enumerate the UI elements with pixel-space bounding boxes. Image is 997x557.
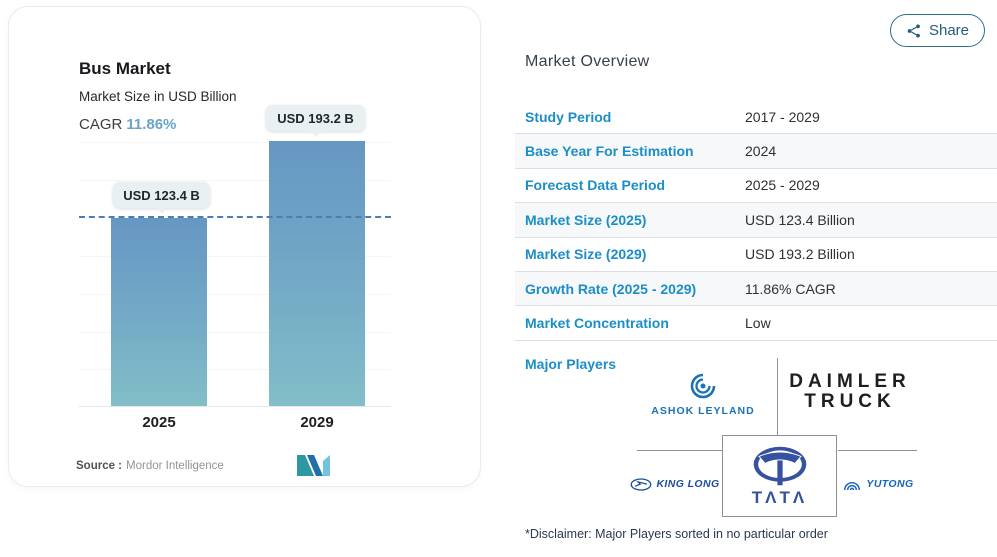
source-label: Source :	[76, 460, 123, 472]
market-overview-table: Study Period 2017 - 2029 Base Year For E…	[515, 100, 997, 341]
row-label: Market Concentration	[525, 315, 669, 332]
row-value: 2017 - 2029	[745, 108, 820, 125]
disclaimer-text: *Disclaimer: Major Players sorted in no …	[525, 527, 828, 541]
row-label: Base Year For Estimation	[525, 143, 694, 160]
daimler-wordmark-line2: TRUCK	[804, 390, 896, 412]
bar-2025[interactable]	[111, 218, 207, 406]
king-long-wordmark: KING LONG	[656, 478, 720, 490]
cagr-line: CAGR 11.86%	[79, 116, 176, 133]
chart-title: Bus Market	[79, 59, 171, 78]
bar-value-callout-2025: USD 123.4 B	[113, 182, 210, 214]
tata-oval-icon	[753, 446, 806, 485]
connector-line-vertical	[777, 358, 778, 435]
bus-market-chart-card: Bus Market Market Size in USD Billion CA…	[8, 6, 481, 487]
row-value: 2025 - 2029	[745, 177, 820, 194]
tata-wordmark: TΛTΛ	[751, 487, 808, 507]
yutong-arcs-icon	[844, 481, 861, 490]
row-label: Market Size (2025)	[525, 211, 647, 228]
ashok-leyland-wordmark: ASHOK LEYLAND	[651, 405, 755, 417]
table-row: Market Size (2029) USD 193.2 Billion	[515, 238, 997, 272]
connector-line-left	[637, 450, 722, 451]
table-row: Market Concentration Low	[515, 306, 997, 341]
logo-daimler-truck: DAIMLER TRUCK	[786, 372, 914, 411]
row-label: Market Size (2029)	[525, 246, 647, 263]
row-value: USD 123.4 Billion	[745, 211, 855, 228]
share-button-label: Share	[928, 22, 970, 39]
share-nodes-icon	[907, 24, 920, 37]
table-row: Growth Rate (2025 - 2029) 11.86% CAGR	[515, 271, 997, 307]
table-row: Base Year For Estimation 2024	[515, 134, 997, 169]
x-axis-label-2025: 2025	[142, 414, 176, 431]
row-label: Growth Rate (2025 - 2029)	[525, 280, 697, 297]
bar-2029[interactable]	[269, 141, 365, 406]
connector-line-right	[838, 450, 917, 451]
x-axis-label-2029: 2029	[300, 414, 334, 431]
row-label: Study Period	[525, 108, 612, 125]
row-value: USD 193.2 Billion	[745, 246, 855, 263]
row-value: 2024	[745, 143, 777, 160]
table-row: Market Size (2025) USD 123.4 Billion	[515, 203, 997, 238]
gridline	[79, 180, 391, 181]
ashok-leyland-gyre-icon	[690, 373, 716, 399]
daimler-wordmark-line1: DAIMLER	[789, 371, 911, 392]
logo-ashok-leyland: ASHOK LEYLAND	[642, 373, 764, 417]
logo-tata-box: TΛTΛ	[722, 435, 837, 517]
bar-value-label: USD 123.4 B	[123, 187, 200, 203]
major-players-label: Major Players	[525, 356, 617, 372]
source-note: Source : Mordor Intelligence	[76, 460, 224, 472]
row-label: Forecast Data Period	[525, 177, 666, 194]
gridline	[79, 332, 391, 333]
page-title: Market Overview	[525, 53, 650, 70]
cagr-value: 11.86%	[126, 116, 177, 133]
cagr-label: CAGR	[79, 116, 123, 133]
bar-value-callout-2029: USD 193.2 B	[266, 105, 365, 137]
x-axis-baseline	[79, 406, 391, 407]
share-button[interactable]: Share	[890, 14, 985, 47]
yutong-wordmark: YUTONG	[866, 478, 914, 490]
logo-king-long: KING LONG	[628, 475, 722, 493]
reference-dashed-line	[79, 216, 391, 218]
bar-value-label: USD 193.2 B	[277, 110, 354, 126]
gridline	[79, 256, 391, 257]
mordor-intelligence-logo-icon	[297, 455, 330, 476]
gridline	[79, 294, 391, 295]
gridline	[79, 369, 391, 370]
logo-yutong: YUTONG	[836, 475, 920, 493]
row-value: 11.86% CAGR	[745, 280, 836, 297]
chart-subtitle: Market Size in USD Billion	[79, 89, 237, 104]
table-row: Study Period 2017 - 2029	[515, 100, 997, 135]
source-value: Mordor Intelligence	[126, 460, 224, 472]
table-row: Forecast Data Period 2025 - 2029	[515, 169, 997, 204]
row-value: Low	[745, 315, 771, 332]
gridline	[79, 142, 391, 143]
king-long-oval-icon	[631, 477, 652, 491]
